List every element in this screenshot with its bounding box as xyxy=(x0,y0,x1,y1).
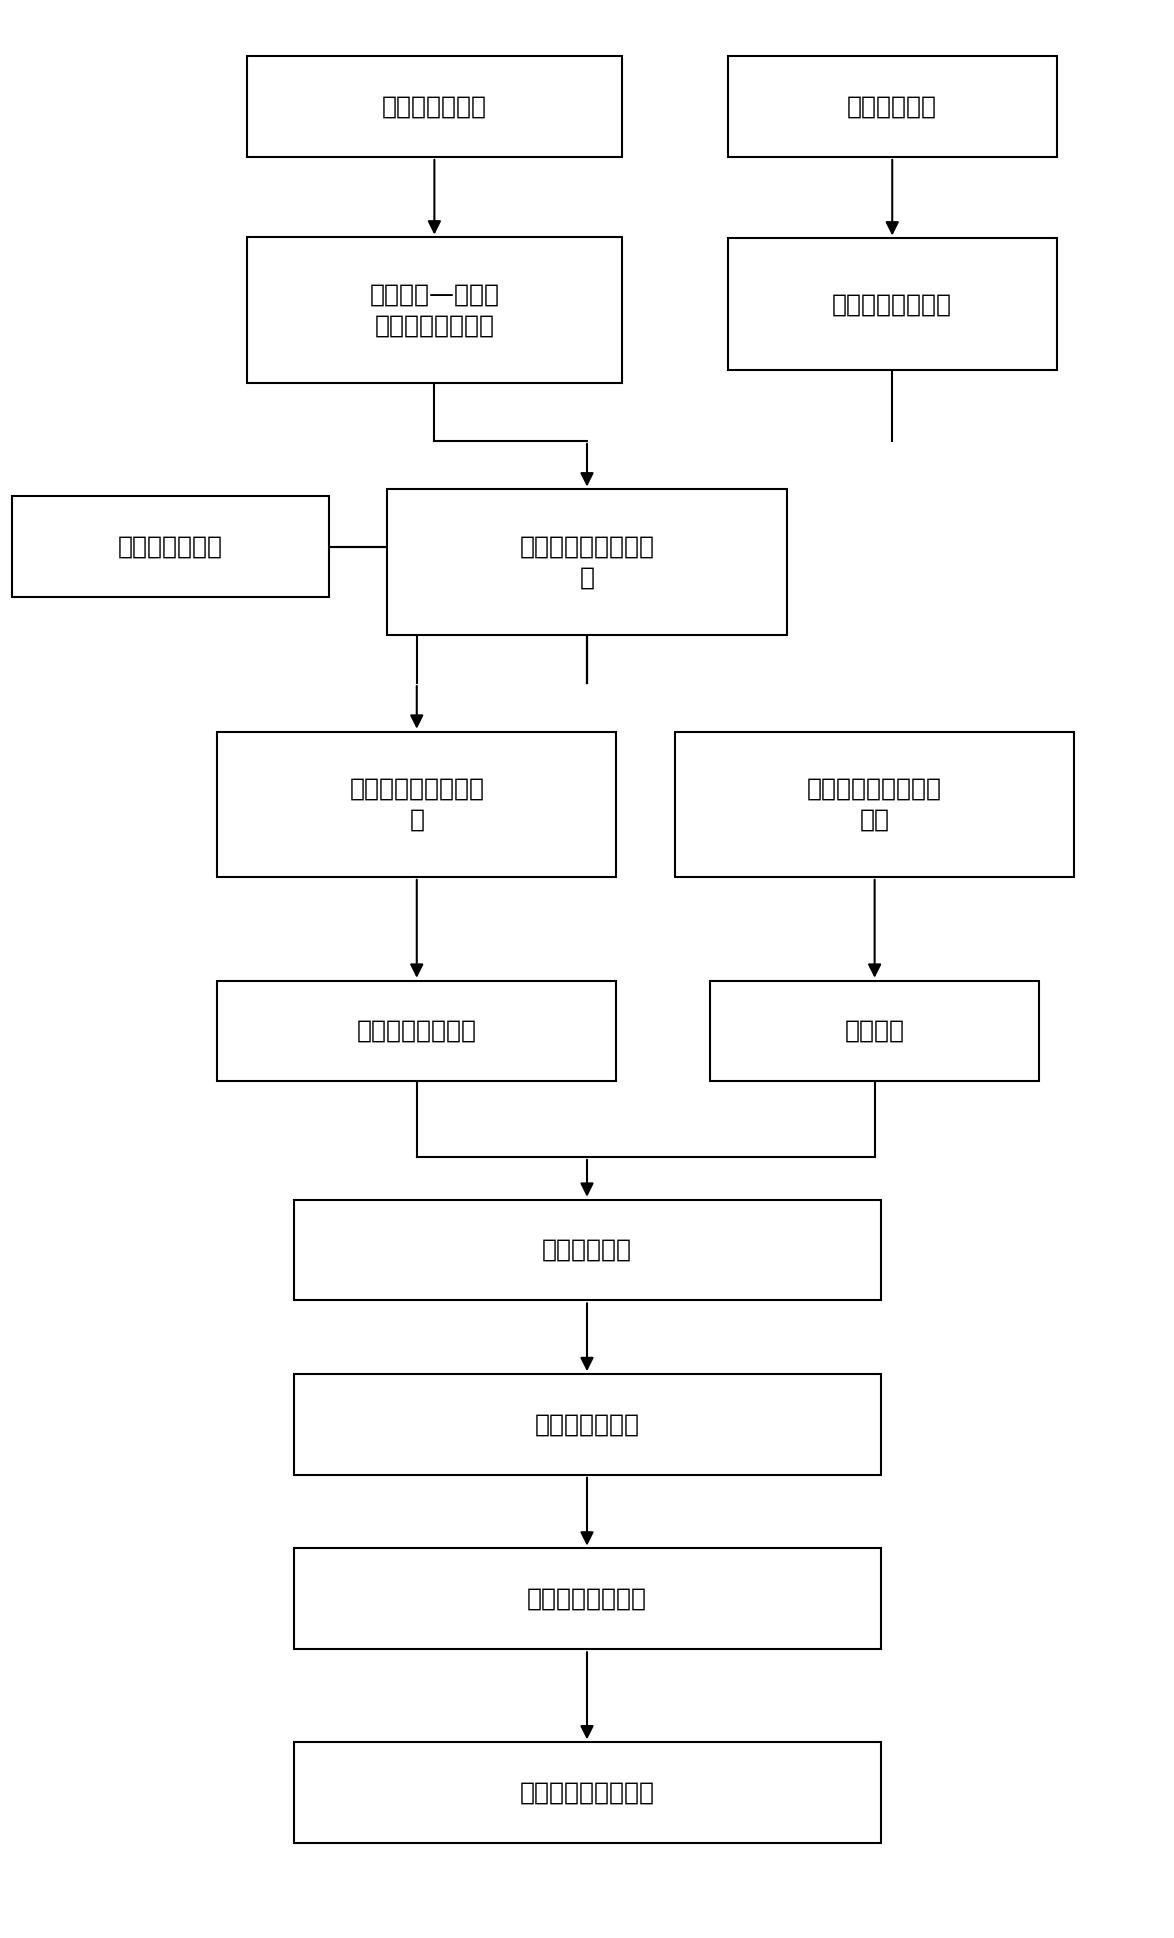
Text: 煤岩体密度测试: 煤岩体密度测试 xyxy=(117,535,223,558)
Bar xyxy=(728,238,1057,370)
Text: 工作面煤岩体波速预
计: 工作面煤岩体波速预 计 xyxy=(520,535,654,589)
Text: 确定槽波频率: 确定槽波频率 xyxy=(542,1238,632,1262)
Bar xyxy=(247,238,622,384)
Text: 工作面地应力计算: 工作面地应力计算 xyxy=(832,293,952,316)
Bar xyxy=(710,981,1039,1081)
Text: 拾取槽波旅行时: 拾取槽波旅行时 xyxy=(534,1413,640,1436)
Bar xyxy=(294,1742,880,1843)
Text: 煤岩体波速测试: 煤岩体波速测试 xyxy=(382,95,487,118)
Text: 时频分析: 时频分析 xyxy=(844,1019,905,1043)
Bar xyxy=(12,496,329,597)
Bar xyxy=(217,733,616,876)
Bar xyxy=(294,1374,880,1475)
Text: 圈定波速高速异常区: 圈定波速高速异常区 xyxy=(520,1781,654,1804)
Bar xyxy=(217,981,616,1081)
Bar xyxy=(294,1200,880,1300)
Bar xyxy=(675,733,1074,876)
Bar xyxy=(728,56,1057,157)
Text: 速度层析成像反演: 速度层析成像反演 xyxy=(527,1587,647,1610)
Text: 绘制应力—波速曲
线，进行公式拟合: 绘制应力—波速曲 线，进行公式拟合 xyxy=(370,283,499,337)
Text: 现场槽波数据采集及
处理: 现场槽波数据采集及 处理 xyxy=(808,777,942,831)
Text: 理论频散数值分析: 理论频散数值分析 xyxy=(357,1019,477,1043)
Text: 地质资料分析: 地质资料分析 xyxy=(848,95,937,118)
Bar xyxy=(247,56,622,157)
Text: 建立三层对称介质模
型: 建立三层对称介质模 型 xyxy=(350,777,484,831)
Bar xyxy=(387,490,787,636)
Bar xyxy=(294,1548,880,1649)
